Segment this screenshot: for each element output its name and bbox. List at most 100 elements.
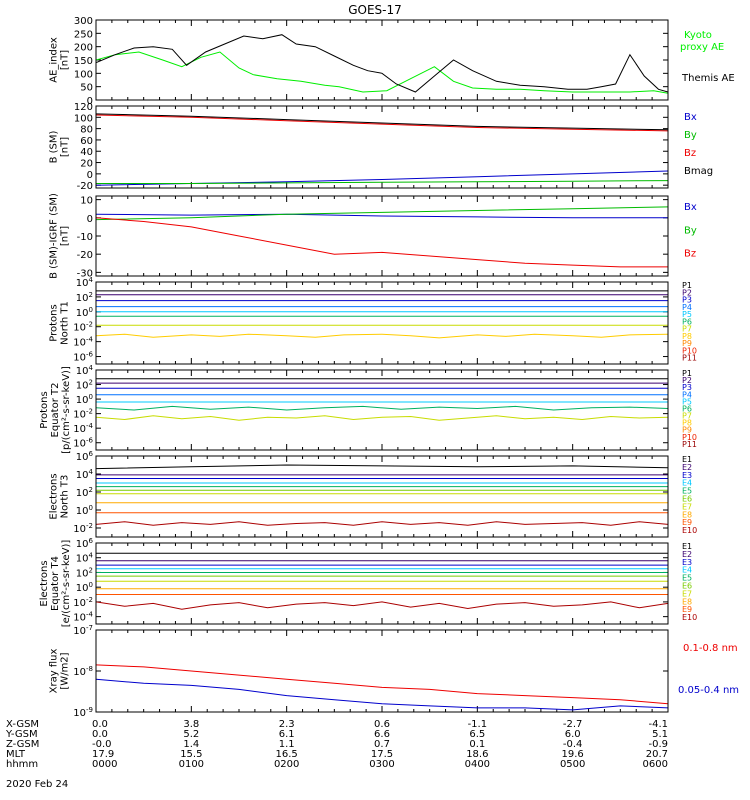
y-tick-label: -20 <box>77 250 93 261</box>
y-axis-label: B (SM)-IGRF (SM) <box>49 193 60 279</box>
y-axis-label: [nT] <box>60 226 71 246</box>
y-tick-label: 104 <box>76 276 94 289</box>
y-axis-label: North T3 <box>60 475 71 519</box>
legend-p3: P3 <box>682 296 692 305</box>
ephemeris-value: 0200 <box>274 759 299 770</box>
tick-exponent: 0 <box>89 504 93 512</box>
tick-exponent: -4 <box>86 611 94 619</box>
series-line-kyoto <box>96 51 668 94</box>
legend-bx: Bx <box>684 202 697 213</box>
ephemeris-value: 20.7 <box>646 749 668 760</box>
legend-e10: E10 <box>682 526 697 535</box>
panel-bigrf: 10 0 -10 -20 -30 B (SM)-IGRF (SM) [nT] Bx By Bz <box>49 193 697 279</box>
series-line-p8 <box>96 333 668 339</box>
legend-e5: E5 <box>682 574 692 583</box>
y-tick-label: 80 <box>80 125 93 136</box>
legend-p9: P9 <box>682 339 692 348</box>
legend-e2: E2 <box>682 550 692 559</box>
y-tick-label: -20 <box>77 181 93 192</box>
y-axis-label: North T1 <box>60 301 71 345</box>
tick-exponent: -8 <box>86 665 93 673</box>
y-tick-label: 100 <box>76 581 93 594</box>
y-axis-label: Equator T2 <box>50 383 61 438</box>
legend-e8: E8 <box>682 510 692 519</box>
legend-e8: E8 <box>682 597 692 606</box>
legend-e4: E4 <box>682 479 692 488</box>
y-axis-label: [W/m2] <box>60 652 71 689</box>
panel-frame <box>95 195 669 277</box>
legend-p8: P8 <box>682 419 692 428</box>
panel-frame <box>95 542 669 625</box>
legend-e2: E2 <box>682 463 692 472</box>
series-line-p7 <box>96 415 668 421</box>
ephemeris-label: MLT <box>6 749 26 760</box>
ephemeris-value: 18.6 <box>466 749 488 760</box>
y-tick-label: 10-4 <box>73 422 93 435</box>
ephemeris-value: 1.1 <box>279 739 295 750</box>
legend-p1: P1 <box>682 369 692 378</box>
legend-e7: E7 <box>682 502 692 511</box>
plot-area <box>96 206 668 268</box>
series-line-by <box>96 206 668 221</box>
ephemeris-value: 0.7 <box>374 739 390 750</box>
y-tick-label: 300 <box>74 16 93 27</box>
legend-p3: P3 <box>682 383 692 392</box>
y-tick-label: 102 <box>76 486 93 499</box>
ephemeris-value: 0.1 <box>469 739 485 750</box>
tick-exponent: -4 <box>86 422 94 430</box>
series-line-bmag <box>96 113 668 131</box>
legend-p7: P7 <box>682 412 692 421</box>
ephemeris-value: 0100 <box>179 759 204 770</box>
y-tick-label: 10-2 <box>73 596 93 609</box>
legend-p10: P10 <box>682 346 697 355</box>
y-tick-label: 120 <box>74 102 93 113</box>
ephemeris-value: 6.6 <box>374 729 390 740</box>
legend-p1: P1 <box>682 281 692 290</box>
legend-e3: E3 <box>682 471 692 480</box>
y-axis-label: [p/(cm²-s-sr-keV)] <box>61 366 72 454</box>
legend-bx: Bx <box>684 112 697 123</box>
y-tick-label: 106 <box>76 537 94 550</box>
panel-frame <box>95 629 669 713</box>
y-tick-label: 106 <box>76 450 94 463</box>
y-tick-label: 10-2 <box>73 408 93 421</box>
legend-p11: P11 <box>682 354 697 363</box>
y-tick-label: 102 <box>76 566 93 579</box>
ephemeris-value: -4.1 <box>648 719 668 730</box>
legend-p4: P4 <box>682 390 692 399</box>
ephemeris-value: -0.9 <box>648 739 668 750</box>
ephemeris-value: 3.8 <box>183 719 199 730</box>
series-line-p6 <box>96 405 668 411</box>
ephemeris-value: 0.6 <box>374 719 390 730</box>
y-axis-label: AE_index <box>49 37 60 83</box>
series-line-e10 <box>96 521 668 526</box>
tick-exponent: 6 <box>89 537 94 545</box>
series-line-themis-ae <box>96 34 668 93</box>
y-tick-label: 10-4 <box>73 611 93 624</box>
tick-exponent: 4 <box>89 468 94 476</box>
series-line-e10 <box>96 601 668 610</box>
ephemeris-value: 2.3 <box>279 719 295 730</box>
y-axis-label: Protons <box>39 391 50 428</box>
y-tick-label: 100 <box>74 69 93 80</box>
tick-exponent: -6 <box>86 437 94 445</box>
series-line-0-1-0-8-nm <box>96 664 668 705</box>
plot-area <box>96 378 668 421</box>
legend-e6: E6 <box>682 495 692 504</box>
y-tick-label: -10 <box>77 232 93 243</box>
y-axis-label: [nT] <box>60 50 71 70</box>
legend-xray-short: 0.05-0.4 nm <box>678 685 739 696</box>
y-tick-label: 10-2 <box>73 522 93 535</box>
ephemeris-value: 0300 <box>369 759 394 770</box>
legend-themis: Themis AE <box>681 73 735 84</box>
ephemeris-label: Y-GSM <box>5 729 38 740</box>
legend-kyoto: Kyoto <box>684 30 712 41</box>
legend-e1: E1 <box>682 542 692 551</box>
ephemeris-label: Z-GSM <box>6 739 39 750</box>
ephemeris-value: 6.0 <box>565 729 581 740</box>
y-axis-label: [e/(cm²-s-sr-keV)] <box>61 540 72 628</box>
y-axis-label: Xray flux <box>49 649 60 694</box>
legend-e4: E4 <box>682 566 692 575</box>
